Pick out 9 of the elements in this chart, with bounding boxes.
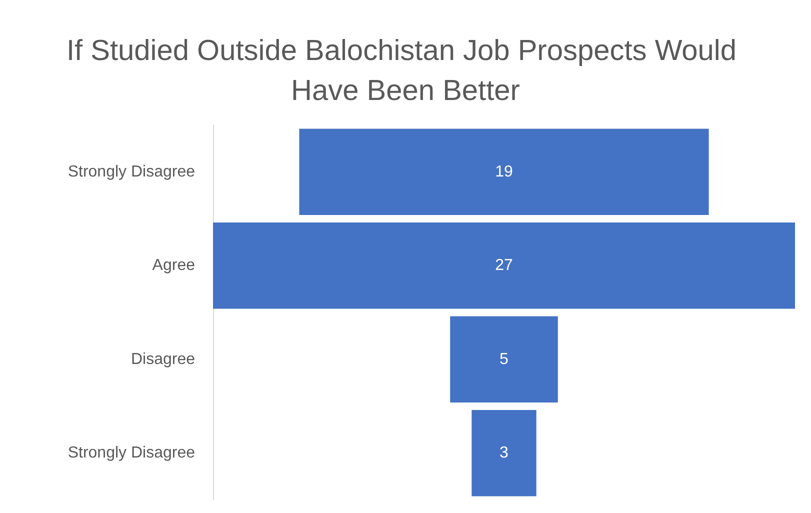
data-label: 3 [500,444,509,462]
category-label: Strongly Disagree [68,444,196,462]
text: If Studied Outside Balochistan Job Prospects Would Have Been Better [66,35,745,107]
data-label: 27 [495,257,513,274]
data-label: 19 [495,163,513,180]
data-label: 5 [500,350,509,368]
category-label: Disagree [130,350,196,368]
category-label: Agree [152,257,196,274]
category-label: Strongly Disagree [68,163,196,180]
